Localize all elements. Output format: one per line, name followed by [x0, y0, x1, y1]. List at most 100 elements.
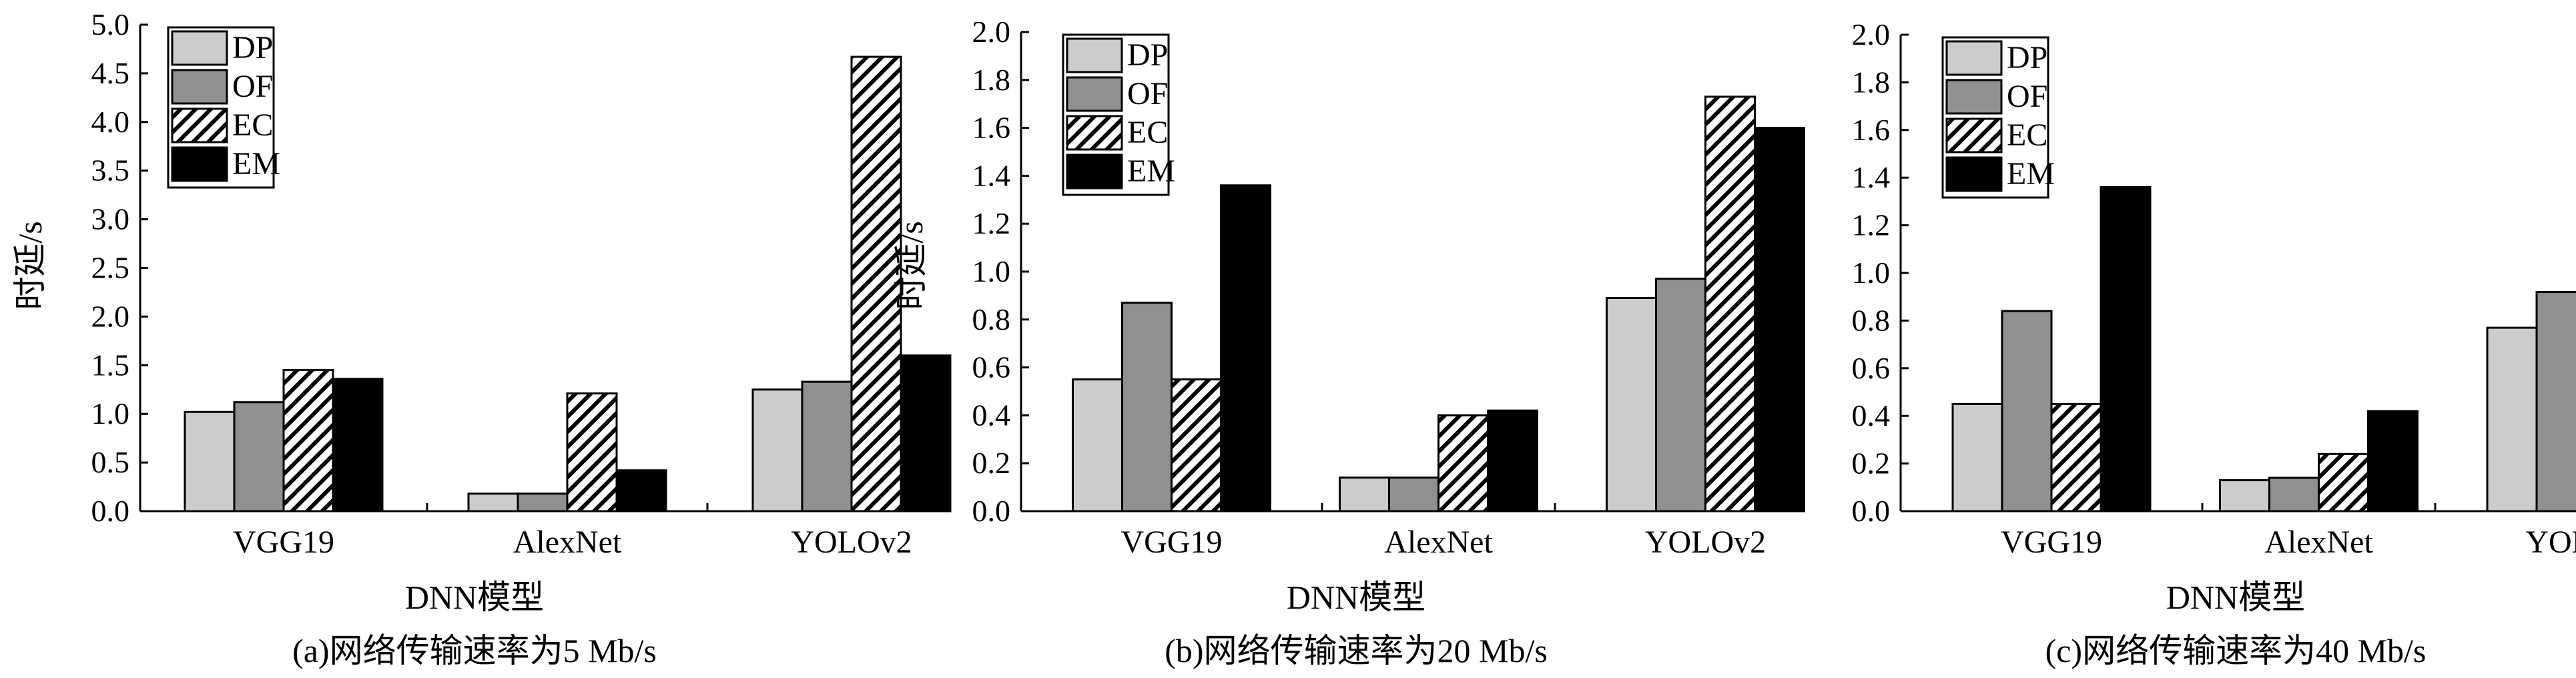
bar-of-vgg19-a: [233, 401, 285, 513]
legend-swatch-dp-a: [171, 30, 228, 66]
legend-label-ec-b: EC: [1127, 115, 1168, 150]
bar-of-yolov2-b: [1655, 278, 1706, 513]
y-tick-label-a: 1.0: [91, 396, 130, 430]
y-tick-label-b: 0.6: [972, 350, 1011, 384]
y-tick-label-b: 2.0: [972, 15, 1011, 49]
y-tick-label-c: 2.0: [1852, 17, 1891, 51]
chart-panel-c: VGG19 AlexNet YOLOv2 0.0 0.2 0.4 0.6 0.8 1.0 1.2 1…: [1772, 17, 2576, 669]
x-tick-label-vgg19-c: VGG19: [2001, 525, 2102, 560]
y-axis-title-c: 时延/s: [1772, 221, 1809, 310]
bar-dp-yolov2-a: [751, 388, 803, 513]
y-tick-label-b: 1.2: [972, 206, 1011, 240]
legend-swatch-em-b: [1066, 153, 1123, 190]
x-axis-title-b: DNN模型: [1287, 579, 1425, 616]
bar-dp-vgg19-a: [184, 410, 236, 513]
bar-em-alexnet-b: [1487, 409, 1538, 513]
bar-em-vgg19-b: [1220, 184, 1271, 513]
x-tick-label-alexnet-c: AlexNet: [2264, 525, 2373, 560]
chart-panel-b: VGG19 AlexNet YOLOv2 0.0 0.2 0.4 0.6 0.8 1.0 1.2 1…: [892, 15, 1805, 669]
y-tick-label-b: 1.8: [972, 63, 1011, 97]
y-tick-label-c: 0.6: [1852, 351, 1891, 385]
y-tick-label-c: 0.0: [1852, 494, 1891, 528]
legend-label-ec-a: EC: [232, 107, 273, 143]
legend-label-of-c: OF: [2007, 79, 2047, 114]
legend-swatch-em-c: [1945, 156, 2003, 192]
bar-ec-alexnet-c: [2318, 452, 2369, 513]
bar-of-alexnet-a: [517, 492, 569, 513]
bar-of-yolov2-c: [2535, 291, 2576, 513]
y-tick-label-c: 1.2: [1852, 208, 1891, 242]
bar-of-yolov2-a: [801, 380, 853, 513]
y-tick-label-c: 1.8: [1852, 65, 1891, 99]
legend-swatch-of-b: [1066, 76, 1123, 112]
plot-area-b: VGG19 AlexNet YOLOv2 0.0 0.2 0.4 0.6 0.8 1.0 1.2 1…: [972, 15, 1805, 560]
x-axis-title-a: DNN模型: [405, 579, 544, 616]
bar-ec-vgg19-c: [2050, 402, 2102, 513]
plot-area-c: VGG19 AlexNet YOLOv2 0.0 0.2 0.4 0.6 0.8 1.0 1.2 1…: [1852, 17, 2576, 560]
bar-em-vgg19-c: [2100, 186, 2152, 513]
bar-dp-vgg19-b: [1072, 378, 1123, 513]
bar-of-vgg19-b: [1121, 302, 1173, 513]
plot-area-a: VGG19 AlexNet YOLOv2 0.0 0.5 1.0 1.5 2.0 2.5 3.0 3…: [91, 7, 952, 560]
bar-ec-alexnet-b: [1437, 414, 1489, 513]
legend-label-em-b: EM: [1127, 153, 1175, 189]
caption-a: (a)网络传输速率为5 Mb/s: [292, 632, 657, 669]
chart-panel-a: VGG19 AlexNet YOLOv2 0.0 0.5 1.0 1.5 2.0 2.5 3.0 3…: [11, 7, 952, 669]
legend-label-em-a: EM: [232, 146, 280, 182]
y-tick-label-b: 1.4: [972, 158, 1011, 192]
legend-label-dp-b: DP: [1127, 37, 1168, 73]
bar-ec-vgg19-a: [282, 369, 334, 513]
bar-of-alexnet-c: [2268, 476, 2320, 513]
bar-dp-alexnet-a: [467, 492, 519, 513]
y-tick-label-c: 0.4: [1852, 398, 1891, 432]
legend-label-dp-c: DP: [2007, 40, 2047, 75]
bar-dp-yolov2-c: [2486, 326, 2538, 513]
y-axis-title-a: 时延/s: [11, 221, 49, 310]
legend-label-dp-a: DP: [232, 30, 273, 65]
y-tick-label-a: 2.0: [91, 299, 130, 333]
y-tick-label-b: 0.4: [972, 398, 1011, 432]
bar-dp-vgg19-c: [1951, 402, 2003, 513]
y-tick-label-c: 0.2: [1852, 446, 1891, 480]
y-tick-label-b: 0.0: [972, 494, 1011, 528]
legend-swatch-ec-a: [171, 107, 228, 143]
x-tick-label-yolov2-b: YOLOv2: [1645, 525, 1766, 560]
legend-label-of-a: OF: [232, 69, 273, 104]
y-tick-label-b: 1.0: [972, 254, 1011, 288]
bar-of-alexnet-b: [1388, 476, 1439, 513]
bar-em-yolov2-b: [1754, 127, 1805, 513]
bar-dp-yolov2-b: [1606, 296, 1657, 513]
x-tick-label-vgg19-b: VGG19: [1121, 525, 1223, 560]
y-tick-label-c: 1.4: [1852, 160, 1891, 194]
legend-swatch-em-a: [171, 146, 228, 182]
x-tick-label-vgg19-a: VGG19: [233, 525, 334, 560]
caption-b: (b)网络传输速率为20 Mb/s: [1165, 632, 1548, 669]
y-tick-label-a: 3.5: [91, 153, 130, 188]
x-tick-label-alexnet-b: AlexNet: [1384, 525, 1493, 560]
legend-label-ec-c: EC: [2007, 117, 2047, 153]
legend-swatch-ec-c: [1945, 117, 2003, 153]
y-tick-label-a: 4.5: [91, 56, 130, 90]
legend-swatch-dp-b: [1066, 37, 1123, 73]
bar-ec-vgg19-b: [1171, 378, 1222, 513]
y-tick-label-a: 4.0: [91, 105, 130, 139]
bar-em-yolov2-a: [900, 354, 952, 513]
y-tick-label-b: 0.2: [972, 446, 1011, 480]
bar-ec-alexnet-a: [566, 392, 618, 513]
bar-dp-alexnet-b: [1339, 476, 1390, 513]
legend-swatch-of-a: [171, 69, 228, 105]
bar-em-vgg19-a: [332, 378, 384, 513]
y-tick-label-b: 1.6: [972, 111, 1011, 145]
bar-dp-alexnet-c: [2219, 479, 2270, 513]
y-tick-label-c: 1.6: [1852, 113, 1891, 147]
bar-of-vgg19-c: [2001, 310, 2053, 513]
bar-em-alexnet-c: [2367, 410, 2419, 513]
y-tick-label-b: 0.8: [972, 302, 1011, 336]
legend-label-of-b: OF: [1127, 76, 1168, 111]
bar-em-alexnet-a: [615, 469, 667, 513]
legend-swatch-of-c: [1945, 79, 2003, 115]
y-tick-label-c: 0.8: [1852, 303, 1891, 337]
